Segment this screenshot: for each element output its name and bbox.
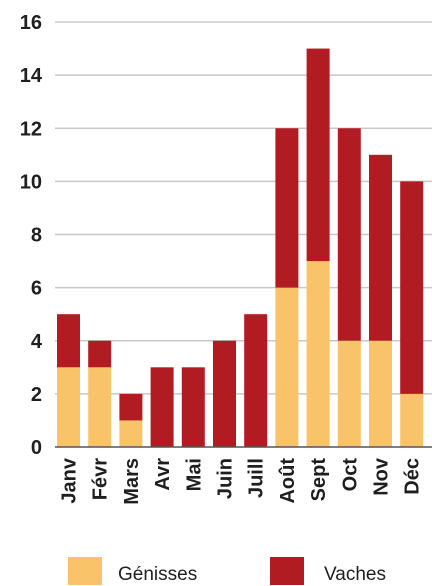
y-tick-label-10: 10 bbox=[20, 171, 42, 193]
bar-genisses-0 bbox=[57, 367, 80, 447]
bar-genisses-11 bbox=[400, 393, 424, 447]
bar-vaches-10 bbox=[369, 154, 392, 341]
x-tick-label-4: Mai bbox=[183, 458, 205, 491]
y-tick-label-4: 4 bbox=[31, 331, 43, 353]
bar-vaches-9 bbox=[337, 128, 361, 341]
x-tick-label-11: Déc bbox=[402, 458, 424, 495]
x-tick-label-3: Avr bbox=[152, 458, 174, 491]
bar-genisses-10 bbox=[369, 340, 392, 447]
y-axis-tick-labels: 0 2 4 6 8 10 12 14 16 bbox=[20, 12, 43, 459]
y-tick-label-6: 6 bbox=[31, 278, 42, 300]
bar-vaches-8 bbox=[306, 48, 330, 262]
bar-vaches-6 bbox=[244, 314, 268, 447]
x-tick-label-1: Févr bbox=[90, 458, 112, 500]
bar-vaches-11 bbox=[400, 181, 424, 394]
legend: Génisses Vaches bbox=[68, 557, 386, 585]
bar-genisses-9 bbox=[337, 340, 361, 447]
bar-vaches-0 bbox=[57, 314, 80, 368]
x-tick-label-0: Janv bbox=[59, 457, 81, 503]
bar-genisses-1 bbox=[88, 367, 112, 447]
y-tick-label-2: 2 bbox=[31, 384, 42, 406]
bar-genisses-2 bbox=[119, 420, 143, 447]
x-tick-label-7: Août bbox=[277, 458, 299, 504]
y-tick-label-12: 12 bbox=[20, 118, 42, 140]
bar-vaches-7 bbox=[275, 128, 299, 288]
legend-label-genisses: Génisses bbox=[118, 564, 197, 585]
x-tick-label-9: Oct bbox=[339, 458, 361, 492]
legend-swatch-vaches bbox=[270, 557, 304, 585]
x-tick-label-10: Nov bbox=[371, 457, 393, 496]
bar-vaches-3 bbox=[150, 367, 174, 447]
y-tick-label-0: 0 bbox=[31, 437, 42, 459]
bar-vaches-5 bbox=[213, 340, 236, 447]
x-tick-label-8: Sept bbox=[308, 458, 330, 502]
bar-vaches-1 bbox=[88, 340, 112, 368]
x-tick-label-2: Mars bbox=[121, 458, 143, 505]
legend-label-vaches: Vaches bbox=[324, 564, 386, 585]
x-tick-label-5: Juin bbox=[215, 458, 237, 499]
bar-vaches-4 bbox=[181, 367, 205, 447]
bar-genisses-7 bbox=[275, 287, 299, 447]
bar-genisses-8 bbox=[306, 261, 330, 447]
legend-swatch-genisses bbox=[68, 557, 102, 585]
x-tick-label-6: Juill bbox=[246, 458, 268, 498]
y-tick-label-14: 14 bbox=[20, 65, 43, 87]
grid-lines bbox=[55, 21, 432, 395]
y-tick-label-16: 16 bbox=[20, 12, 42, 34]
bars bbox=[57, 48, 424, 447]
bar-vaches-2 bbox=[119, 393, 143, 421]
x-axis-tick-labels: Janv Févr Mars Avr Mai Juin Juill Août Sept Oct No… bbox=[59, 457, 424, 505]
y-tick-label-8: 8 bbox=[31, 225, 42, 247]
